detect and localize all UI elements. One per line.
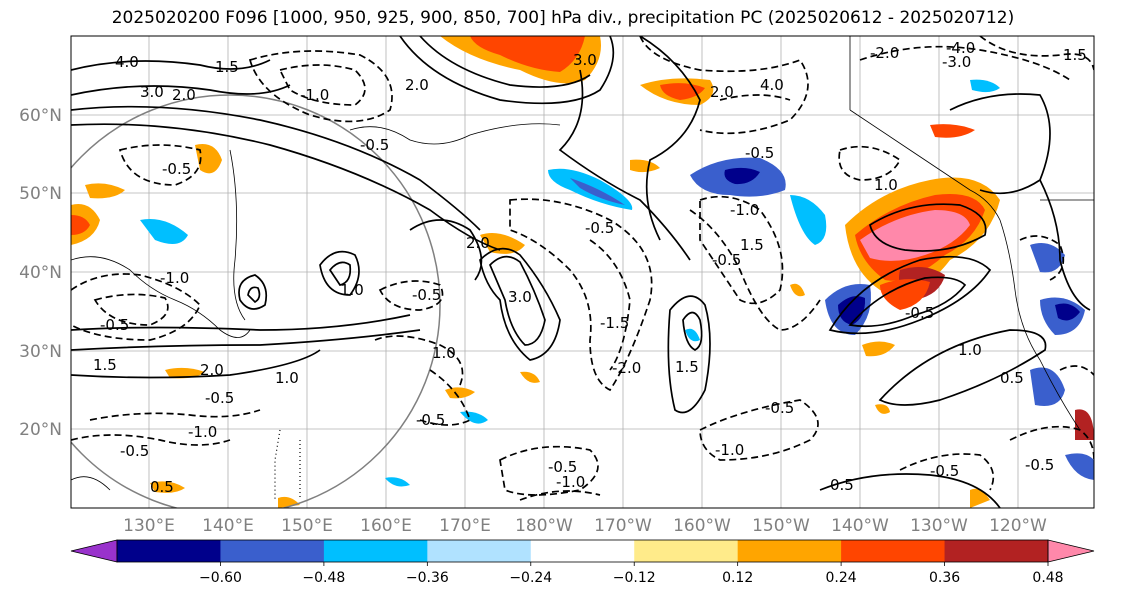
contour-label: -0.5 <box>930 462 959 480</box>
chart-title: 2025020200 F096 [1000, 950, 925, 900, 85… <box>111 8 1015 28</box>
colorbar-segment <box>323 540 428 562</box>
precip-shading <box>71 36 1094 508</box>
contour-label: -0.5 <box>412 286 441 304</box>
contour-label: -2.0 <box>870 44 899 62</box>
contour-label: 1.5 <box>1063 46 1087 64</box>
colorbar-segment <box>530 540 635 562</box>
colorbar-segment <box>634 540 739 562</box>
lon-label: 120°W <box>989 516 1047 536</box>
contour-labels: 4.0 3.0 2.0 -0.5 -1.0 2.0 3.0 2.0 4.0 -0… <box>93 39 1087 496</box>
contour-label: 2.0 <box>172 86 196 104</box>
colorbar-tick-label: −0.24 <box>509 570 552 586</box>
contour-label: -0.5 <box>100 316 129 334</box>
colorbar-tick-label: 0.36 <box>929 570 960 586</box>
contour-label: -1.5 <box>600 314 629 332</box>
contour-label: 0.5 <box>830 476 854 494</box>
colorbar-tick-label: −0.48 <box>302 570 345 586</box>
contour-label: 1.0 <box>340 281 364 299</box>
lon-label: 170°E <box>439 516 491 536</box>
contour-label: 1.0 <box>958 341 982 359</box>
lat-label: 60°N <box>19 106 62 126</box>
colorbar-segment <box>737 540 842 562</box>
contour-label: 4.0 <box>760 76 784 94</box>
colorbar-tick-label: −0.36 <box>406 570 449 586</box>
contour-label: 2.0 <box>200 361 224 379</box>
colorbar-segment <box>841 540 946 562</box>
colorbar-extend-min <box>70 539 118 563</box>
contour-label: -0.5 <box>745 144 774 162</box>
colorbar-segment <box>117 540 221 562</box>
contour-label: 1.5 <box>740 236 764 254</box>
contour-label: 3.0 <box>508 288 532 306</box>
colorbar-tick-label: 0.24 <box>826 570 857 586</box>
lon-label: 130°W <box>910 516 968 536</box>
contour-label: 1.5 <box>675 358 699 376</box>
colorbar-frame <box>116 539 1049 563</box>
lon-label: 150°E <box>281 516 333 536</box>
contour-label: -1.0 <box>300 86 329 104</box>
lon-label: 140°E <box>202 516 254 536</box>
contour-label: -0.5 <box>765 399 794 417</box>
contour-label: 0.5 <box>1000 369 1024 387</box>
contour-label: -0.5 <box>1025 456 1054 474</box>
colorbar-segment <box>944 540 1049 562</box>
contour-label: -0.5 <box>548 458 577 476</box>
colorbar-tick-label: −0.12 <box>613 570 656 586</box>
colorbar-tick-label: 0.12 <box>722 570 753 586</box>
lon-label: 170°W <box>594 516 652 536</box>
contour-label: -0.5 <box>416 411 445 429</box>
colorbar-ticks: −0.60 −0.48 −0.36 −0.24 −0.12 0.12 0.24 0.36 0.4… <box>199 562 1064 586</box>
colorbar-segment <box>427 540 532 562</box>
colorbar-tick-label: −0.60 <box>199 570 242 586</box>
lat-label: 50°N <box>19 184 62 204</box>
coastlines <box>71 36 1094 491</box>
contour-label: -1.0 <box>715 441 744 459</box>
colorbar-tick-label: 0.48 <box>1032 570 1063 586</box>
contour-label: 3.0 <box>573 51 597 69</box>
contour-label: -1.0 <box>730 201 759 219</box>
lat-label: 30°N <box>19 342 62 362</box>
contour-label: 3.0 <box>140 83 164 101</box>
contour-label: -0.5 <box>162 160 191 178</box>
lon-label: 130°E <box>123 516 175 536</box>
contour-label: -0.5 <box>712 251 741 269</box>
contour-label: -0.5 <box>120 442 149 460</box>
contour-label: -0.5 <box>360 136 389 154</box>
contour-label: 1.0 <box>874 176 898 194</box>
contour-label: 2.0 <box>405 76 429 94</box>
map-frame <box>70 35 1095 509</box>
contour-label: 2.0 <box>466 234 490 252</box>
lon-label: 180°W <box>515 516 573 536</box>
colorbar-segment <box>220 540 325 562</box>
contour-label: -3.0 <box>942 53 971 71</box>
range-circle <box>71 94 441 508</box>
contour-label: -4.0 <box>946 39 975 57</box>
lon-label: 160°E <box>360 516 412 536</box>
contour-label: -0.5 <box>905 304 934 322</box>
contour-label: 1.5 <box>93 356 117 374</box>
colorbar-extend-max <box>1047 539 1095 563</box>
lon-label: 150°W <box>752 516 810 536</box>
contour-label: 1.0 <box>275 369 299 387</box>
lon-label: 140°W <box>831 516 889 536</box>
contour-label: -2.0 <box>612 359 641 377</box>
contour-label: 1.5 <box>215 58 239 76</box>
lat-label: 40°N <box>19 263 62 283</box>
contour-label: -1.0 <box>556 473 585 491</box>
contour-label: -0.5 <box>205 389 234 407</box>
contour-label: 1.0 <box>432 344 456 362</box>
contour-label: -1.0 <box>160 269 189 287</box>
lat-label: 20°N <box>19 420 62 440</box>
colorbar <box>70 539 1095 563</box>
contour-label: -0.5 <box>585 219 614 237</box>
contour-label: 4.0 <box>115 53 139 71</box>
lon-label: 160°W <box>673 516 731 536</box>
lat-labels: 60°N 50°N 40°N 30°N 20°N <box>19 106 62 440</box>
contours-negative <box>71 36 1094 501</box>
contour-label: 2.0 <box>710 83 734 101</box>
lon-labels: 130°E 140°E 150°E 160°E 170°E 180°W 170°W 160°W… <box>123 516 1047 536</box>
contour-label: 0.5 <box>150 478 174 496</box>
contour-label: -1.0 <box>188 423 217 441</box>
